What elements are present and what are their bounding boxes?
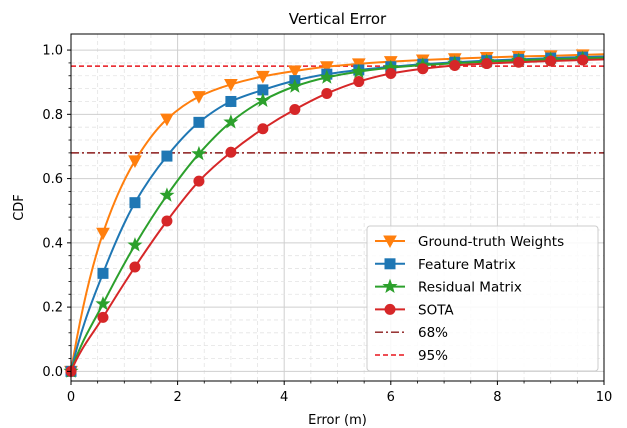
data-point <box>192 91 206 104</box>
data-point <box>481 58 493 70</box>
chart-title: Vertical Error <box>289 10 387 28</box>
series-layer <box>63 49 605 379</box>
series-sota <box>65 54 605 377</box>
y-tick-label: 0.6 <box>42 172 63 187</box>
x-tick-label: 10 <box>596 390 613 405</box>
legend-entry: Ground-truth Weights <box>375 234 564 250</box>
legend: Ground-truth Weights Feature Matrix Residu… <box>366 225 599 372</box>
data-point <box>255 92 271 107</box>
data-point <box>545 55 557 67</box>
y-tick-label: 0.2 <box>42 301 63 316</box>
data-point <box>161 215 173 227</box>
data-point <box>353 76 365 88</box>
legend-label: Residual Matrix <box>418 280 522 296</box>
data-point <box>223 114 239 129</box>
legend-entry: 95% <box>375 348 448 364</box>
data-point <box>351 63 367 79</box>
legend-box <box>366 225 599 372</box>
legend-label: 95% <box>418 348 448 364</box>
x-tick-label: 0 <box>67 390 75 405</box>
data-point <box>577 54 589 66</box>
legend-marker <box>382 278 398 294</box>
y-tick-label: 0.8 <box>42 108 63 123</box>
data-point <box>127 237 143 252</box>
data-point <box>224 78 238 92</box>
data-point <box>287 78 303 93</box>
data-point <box>95 295 111 311</box>
data-point <box>129 261 141 273</box>
data-point <box>319 69 335 84</box>
legend-label: Ground-truth Weights <box>418 234 564 250</box>
x-axis-label: Error (m) <box>308 413 367 428</box>
data-point <box>449 59 461 71</box>
legend-label: SOTA <box>418 302 454 318</box>
x-tick-label: 2 <box>173 390 181 405</box>
data-point <box>193 116 205 128</box>
data-point <box>161 150 173 162</box>
legend-entry: Feature Matrix <box>375 257 516 273</box>
data-point <box>191 145 207 161</box>
data-point <box>193 175 205 187</box>
x-tick-label: 4 <box>280 390 288 405</box>
data-point <box>225 95 237 107</box>
data-point <box>159 187 175 202</box>
data-point <box>319 61 334 74</box>
legend-entry: Residual Matrix <box>375 278 522 296</box>
data-point <box>128 155 142 168</box>
data-point <box>257 123 269 135</box>
data-point <box>97 311 109 323</box>
data-point <box>385 68 397 80</box>
y-axis-label: CDF <box>12 194 27 221</box>
legend-entry: 68% <box>375 325 448 341</box>
y-tick-label: 1.0 <box>42 44 63 59</box>
data-point <box>256 70 270 84</box>
x-tick-label: 6 <box>387 390 395 405</box>
legend-marker <box>384 303 396 315</box>
data-point <box>321 87 333 99</box>
legend-label: 68% <box>418 325 448 341</box>
data-point <box>225 146 237 158</box>
data-point <box>289 104 301 116</box>
data-point <box>97 267 109 279</box>
legend-marker <box>383 235 397 249</box>
y-tick-label: 0.0 <box>42 365 63 380</box>
data-point <box>129 197 141 209</box>
series-line <box>70 53 605 372</box>
legend-label: Feature Matrix <box>418 257 516 273</box>
tick-layer: 0 2 4 6 8 10 0.0 0.2 0.4 0.6 0.8 1.0 <box>42 44 612 405</box>
data-point <box>160 113 174 127</box>
y-tick-label: 0.4 <box>42 236 63 251</box>
data-point <box>96 227 110 241</box>
legend-entry: SOTA <box>375 302 454 318</box>
data-point <box>288 65 302 78</box>
legend-marker <box>384 258 396 270</box>
x-tick-label: 8 <box>493 390 501 405</box>
data-point <box>513 56 525 68</box>
data-point <box>417 63 429 75</box>
